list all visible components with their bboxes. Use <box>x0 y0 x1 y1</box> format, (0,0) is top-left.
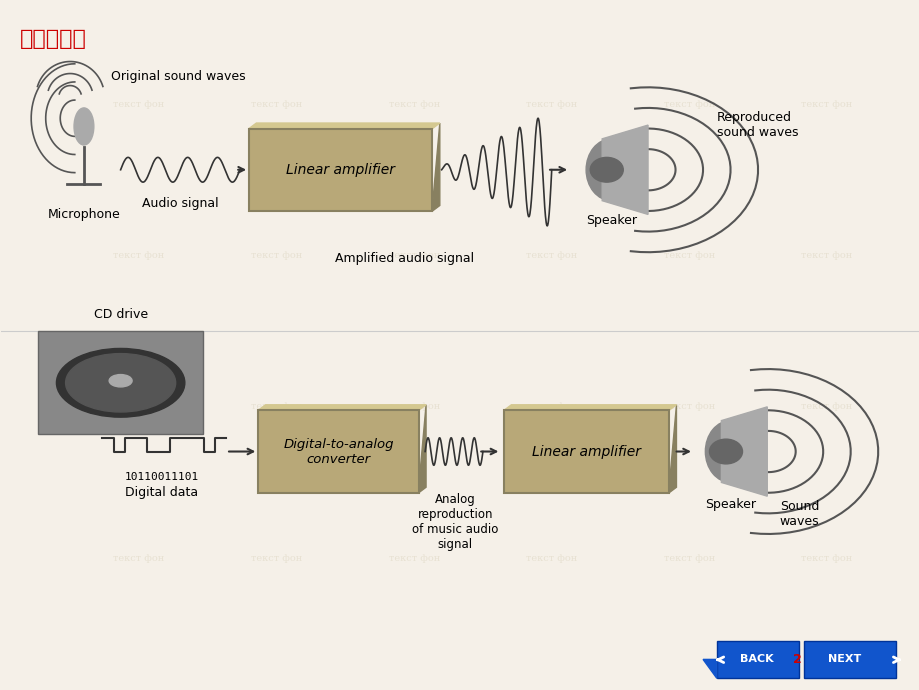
Ellipse shape <box>705 421 755 482</box>
Ellipse shape <box>56 348 185 417</box>
FancyBboxPatch shape <box>504 411 668 493</box>
Text: текст фон: текст фон <box>526 402 577 411</box>
Polygon shape <box>258 405 425 411</box>
Text: текст фон: текст фон <box>526 553 577 562</box>
Text: текст фон: текст фон <box>113 553 165 562</box>
Text: текст фон: текст фон <box>113 100 165 109</box>
Text: текст фон: текст фон <box>663 402 714 411</box>
FancyBboxPatch shape <box>803 640 895 678</box>
Ellipse shape <box>74 108 94 145</box>
Text: текст фон: текст фон <box>251 553 301 562</box>
FancyBboxPatch shape <box>38 331 203 434</box>
FancyBboxPatch shape <box>258 411 418 493</box>
Text: текст фон: текст фон <box>113 402 165 411</box>
Text: Digital-to-analog
converter: Digital-to-analog converter <box>283 437 393 466</box>
Text: Sound
waves: Sound waves <box>778 500 818 528</box>
Text: BACK: BACK <box>740 654 773 664</box>
Text: текст фон: текст фон <box>526 251 577 260</box>
Text: текст фон: текст фон <box>251 251 301 260</box>
Text: Digital data: Digital data <box>125 486 199 499</box>
Text: текст фон: текст фон <box>800 553 852 562</box>
Text: текст фон: текст фон <box>800 251 852 260</box>
FancyBboxPatch shape <box>249 128 432 211</box>
Text: текст фон: текст фон <box>388 402 439 411</box>
Polygon shape <box>432 123 439 211</box>
Text: Linear amplifier: Linear amplifier <box>531 444 641 459</box>
Text: Speaker: Speaker <box>704 497 755 511</box>
Polygon shape <box>504 405 675 411</box>
Text: текст фон: текст фон <box>526 100 577 109</box>
Polygon shape <box>702 660 716 678</box>
Text: Linear amplifier: Linear amplifier <box>286 163 395 177</box>
Polygon shape <box>668 405 675 493</box>
Text: Amplified audio signal: Amplified audio signal <box>335 253 474 265</box>
Text: текст фон: текст фон <box>251 402 301 411</box>
Polygon shape <box>602 125 647 215</box>
Text: текст фон: текст фон <box>663 251 714 260</box>
Text: текст фон: текст фон <box>388 100 439 109</box>
FancyBboxPatch shape <box>716 640 799 678</box>
Polygon shape <box>249 123 439 128</box>
Text: Microphone: Microphone <box>48 208 120 221</box>
Ellipse shape <box>65 353 176 412</box>
Text: текст фон: текст фон <box>251 100 301 109</box>
Text: Audio signal: Audio signal <box>142 197 219 210</box>
Text: Reproduced
sound waves: Reproduced sound waves <box>716 111 798 139</box>
Text: CD drive: CD drive <box>94 308 148 321</box>
Text: Original sound waves: Original sound waves <box>111 70 245 83</box>
Text: Analog
reproduction
of music audio
signal: Analog reproduction of music audio signa… <box>412 493 498 551</box>
Text: текст фон: текст фон <box>663 553 714 562</box>
Text: текст фон: текст фон <box>800 402 852 411</box>
Circle shape <box>590 157 622 182</box>
Text: текст фон: текст фон <box>663 100 714 109</box>
Text: текст фон: текст фон <box>388 553 439 562</box>
Text: 2: 2 <box>792 653 801 666</box>
Text: текст фон: текст фон <box>113 251 165 260</box>
Ellipse shape <box>109 375 132 387</box>
Circle shape <box>709 439 742 464</box>
Polygon shape <box>418 405 425 493</box>
Text: Speaker: Speaker <box>585 215 636 228</box>
Ellipse shape <box>585 139 636 201</box>
Text: 应用举例：: 应用举例： <box>19 29 86 49</box>
Text: текст фон: текст фон <box>800 100 852 109</box>
Text: текст фон: текст фон <box>388 251 439 260</box>
Text: 10110011101: 10110011101 <box>125 472 199 482</box>
Text: NEXT: NEXT <box>827 654 860 664</box>
Polygon shape <box>720 407 766 496</box>
